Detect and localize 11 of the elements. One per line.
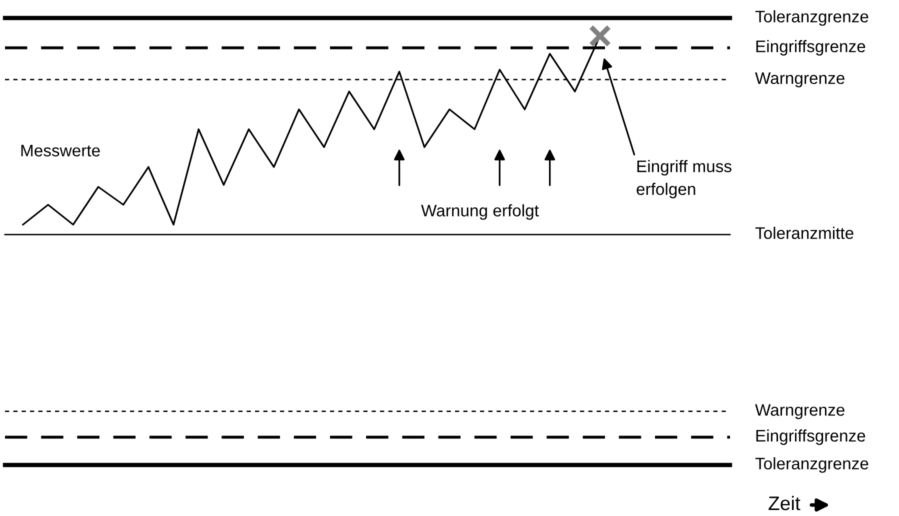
ref-line-label: Eingriffsgrenze xyxy=(756,40,866,56)
annotation: Warnung erfolgt xyxy=(421,204,539,220)
text: Eingriff muss erfolgen xyxy=(636,160,732,198)
text: Zeit xyxy=(768,496,800,510)
annotation: Messwerte xyxy=(21,144,100,156)
ref-line-label: Warngrenze xyxy=(755,404,844,420)
ref-line-label: Toleranzgrenze xyxy=(755,457,868,473)
ref-line-label: Warngrenze xyxy=(755,72,844,88)
ref-line-label: Toleranzgrenze xyxy=(755,10,868,26)
ref-line-label: Toleranzmitte xyxy=(755,226,854,240)
ref-line-label: Eingriffsgrenze xyxy=(756,429,866,445)
